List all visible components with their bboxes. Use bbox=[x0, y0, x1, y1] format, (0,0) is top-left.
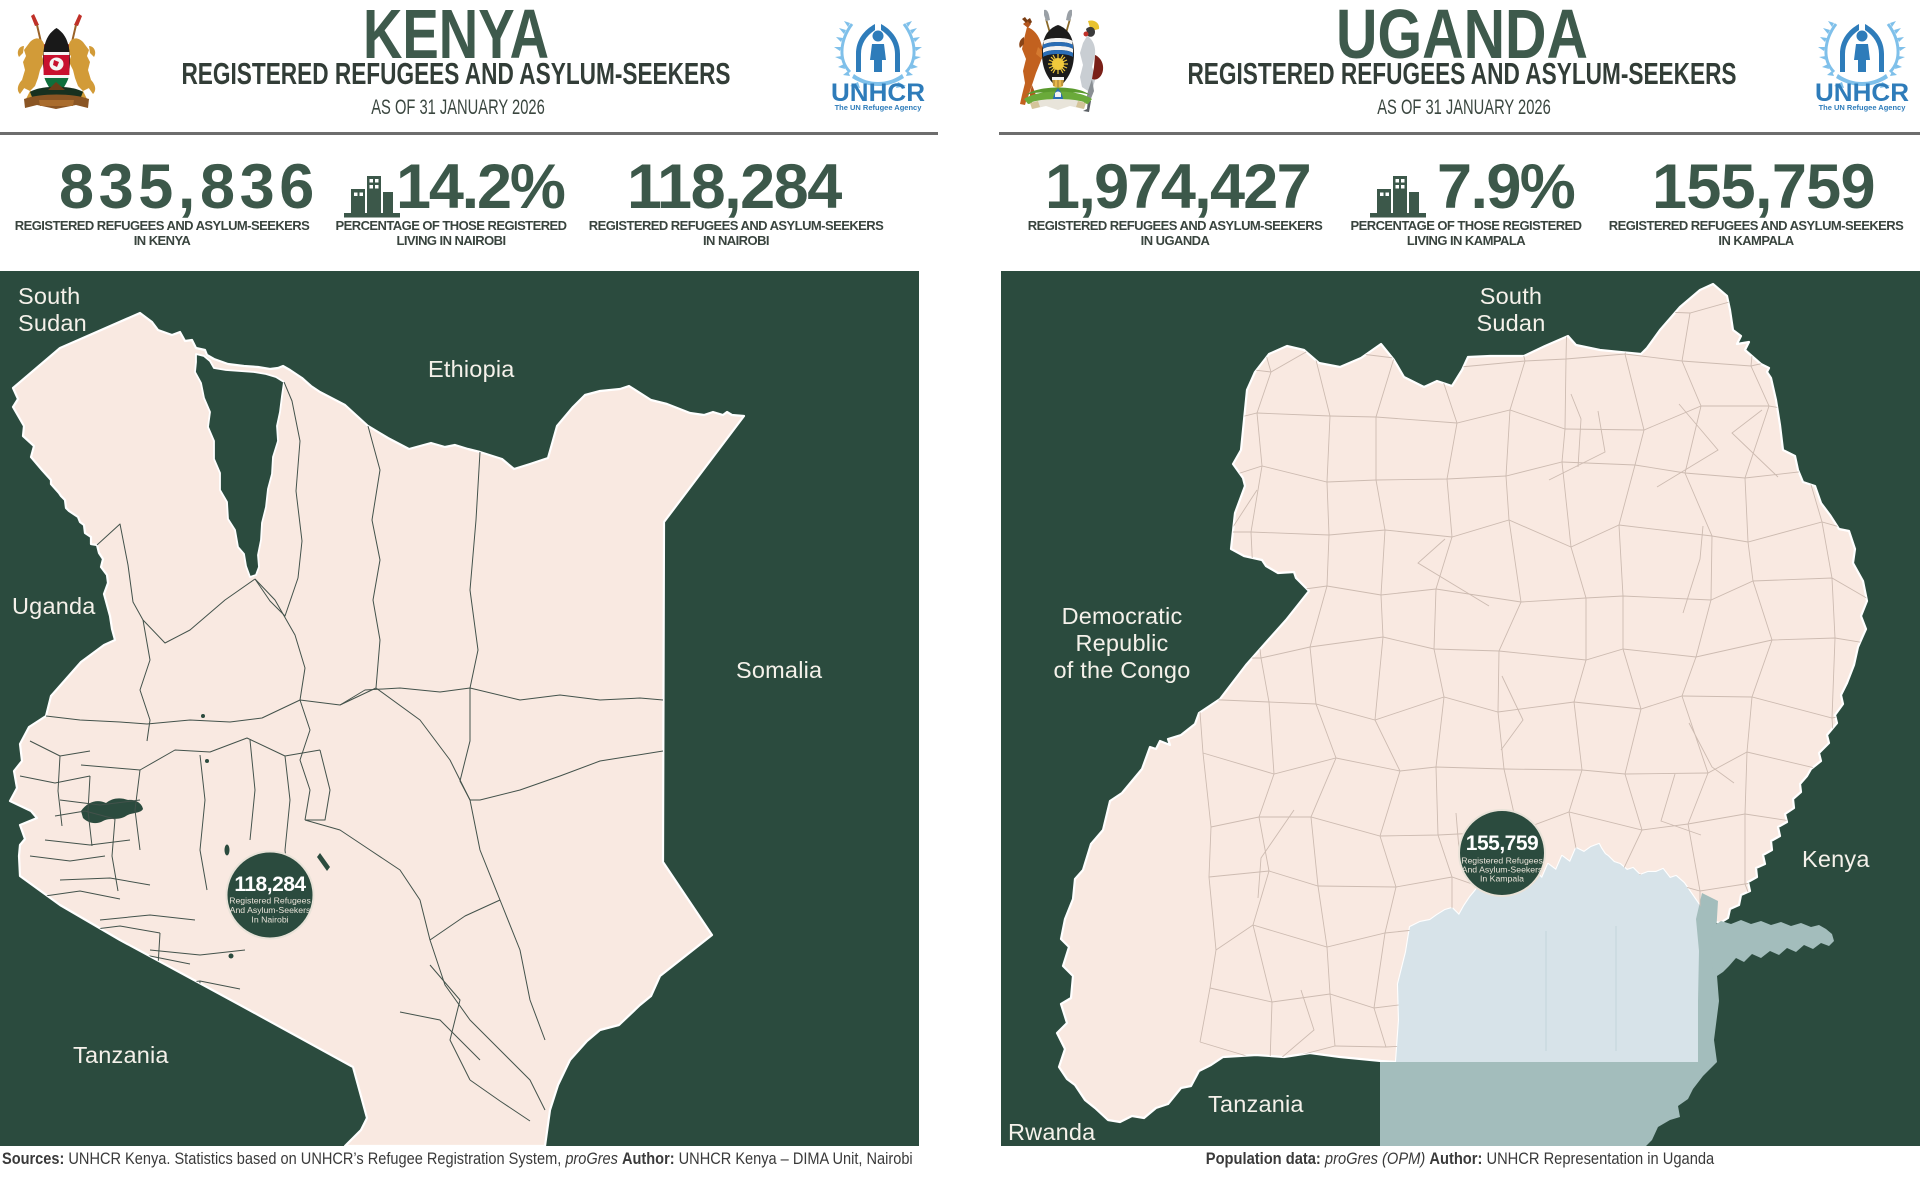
svg-text:UNHCR: UNHCR bbox=[1815, 79, 1909, 107]
svg-text:Registered Refugees: Registered Refugees bbox=[229, 896, 311, 906]
svg-text:The UN Refugee Agency: The UN Refugee Agency bbox=[835, 103, 923, 112]
svg-text:And Asylum-Seekers: And Asylum-Seekers bbox=[230, 905, 311, 915]
svg-text:In Nairobi: In Nairobi bbox=[251, 915, 288, 925]
svg-text:The UN Refugee Agency: The UN Refugee Agency bbox=[1819, 103, 1907, 112]
svg-text:UNHCR: UNHCR bbox=[831, 79, 925, 107]
svg-text:Registered Refugees: Registered Refugees bbox=[1461, 856, 1543, 866]
svg-text:And Asylum-Seekers: And Asylum-Seekers bbox=[1462, 865, 1543, 875]
svg-text:In Kampala: In Kampala bbox=[1480, 874, 1524, 884]
svg-text:155,759: 155,759 bbox=[1466, 832, 1538, 855]
svg-text:118,284: 118,284 bbox=[234, 873, 306, 896]
